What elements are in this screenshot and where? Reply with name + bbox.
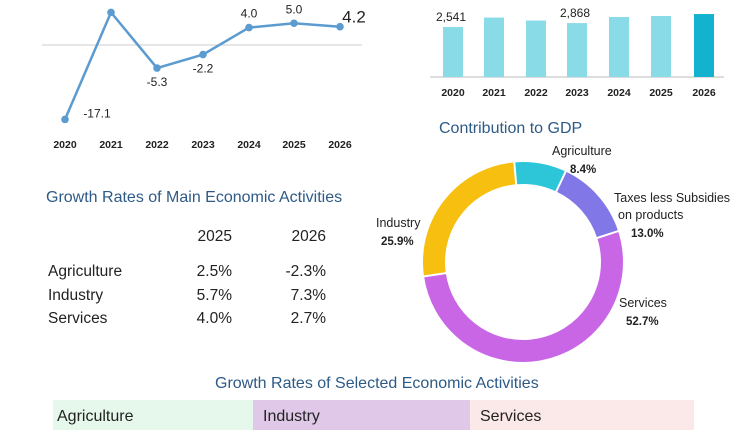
- line-point-2020: [61, 115, 69, 124]
- line-data-label-2026: 4.2: [342, 8, 365, 27]
- table-row: Industry 5.7% 7.3%: [48, 287, 348, 309]
- bar-x-tick-2023: 2023: [565, 87, 589, 99]
- growth-table-header: 2025 2026: [48, 228, 348, 250]
- donut-slice-divider: [422, 272, 447, 278]
- line-point-2024: [245, 23, 253, 32]
- bar-2021: [484, 17, 504, 77]
- row-value-2026: 7.3%: [290, 287, 326, 304]
- bar-2023: [567, 23, 587, 77]
- donut-label-taxes-value: 13.0%: [631, 228, 664, 240]
- table-row: Services 4.0% 2.7%: [48, 310, 348, 332]
- donut-label-agriculture-value: 8.4%: [570, 164, 596, 176]
- row-value-2025: 4.0%: [196, 310, 232, 327]
- bar-2024: [609, 16, 629, 77]
- line-data-label-2020: -17.1: [83, 106, 111, 120]
- line-x-tick-2025: 2025: [282, 139, 306, 151]
- row-value-2026: -2.3%: [285, 263, 327, 280]
- row-activity: Industry: [48, 287, 104, 304]
- row-value-2025: 2.5%: [196, 263, 232, 280]
- line-point-2026: [336, 22, 344, 31]
- line-point-2023: [199, 50, 207, 59]
- row-value-2025: 5.7%: [196, 287, 232, 304]
- bar-2022: [526, 20, 546, 78]
- donut-label-services-name: Services: [619, 296, 667, 310]
- line-x-tick-2024: 2024: [237, 139, 261, 151]
- bar-2026: [694, 14, 714, 77]
- band-industry: Industry: [253, 400, 470, 430]
- bar-2025: [651, 16, 671, 77]
- donut-label-agriculture-name: Agriculture: [552, 144, 612, 158]
- growth-line-chart: -17.1 -5.3 -2.2 4.0 5.0 4.2 2020 2021 2022 2023 2…: [42, 2, 365, 151]
- bar-x-tick-2025: 2025: [649, 87, 673, 99]
- line-x-tick-2022: 2022: [145, 139, 169, 151]
- selected-activities-title: Growth Rates of Selected Economic Activi…: [215, 375, 539, 392]
- line-data-label-2025: 5.0: [286, 2, 303, 16]
- line-point-2022: [153, 64, 161, 72]
- donut-label-services-value: 52.7%: [626, 316, 659, 328]
- line-point-2025: [290, 19, 298, 28]
- bar-x-tick-2022: 2022: [524, 87, 548, 99]
- row-value-2026: 2.7%: [290, 310, 326, 327]
- bar-x-tick-2021: 2021: [482, 87, 506, 99]
- donut-label-industry-name: Industry: [376, 216, 421, 230]
- line-x-tick-2026: 2026: [328, 139, 352, 151]
- donut-label-taxes-name-line2: on products: [618, 208, 683, 222]
- donut-slice-divider: [554, 170, 567, 193]
- bar-chart: 2,541 2,868 2020 2021 2022 2023 2024 2025 2026: [430, 6, 724, 99]
- header-2025: 2025: [197, 228, 232, 245]
- donut-slice-services: [423, 162, 623, 362]
- bar-2020: [443, 27, 463, 77]
- table-row: Agriculture 2.5% -2.3%: [48, 263, 348, 285]
- bar-x-tick-2024: 2024: [607, 87, 631, 99]
- line-data-label-2023: -2.2: [193, 62, 214, 76]
- bar-data-label-2020: 2,541: [436, 10, 466, 24]
- line-x-tick-2020: 2020: [53, 139, 77, 151]
- line-x-tick-2023: 2023: [191, 139, 215, 151]
- band-services: Services: [470, 400, 694, 430]
- growth-table-title: Growth Rates of Main Economic Activities: [46, 189, 343, 206]
- band-agriculture: Agriculture: [53, 400, 253, 430]
- donut-label-industry-value: 25.9%: [381, 236, 414, 248]
- row-activity: Agriculture: [48, 263, 123, 280]
- donut-chart-title: Contribution to GDP: [439, 120, 583, 137]
- donut-slice-divider: [513, 161, 518, 186]
- donut-slice-divider: [595, 229, 620, 240]
- line-point-2021: [107, 8, 115, 17]
- line-x-tick-2021: 2021: [99, 139, 123, 151]
- bar-x-tick-2026: 2026: [692, 87, 716, 99]
- bar-data-label-2023: 2,868: [560, 6, 590, 20]
- line-data-label-2024: 4.0: [241, 7, 258, 21]
- donut-label-taxes-name-line1: Taxes less Subsidies: [614, 191, 730, 205]
- line-data-label-2022: -5.3: [147, 75, 168, 89]
- header-2026: 2026: [291, 228, 326, 245]
- bar-x-tick-2020: 2020: [441, 87, 465, 99]
- row-activity: Services: [48, 310, 108, 327]
